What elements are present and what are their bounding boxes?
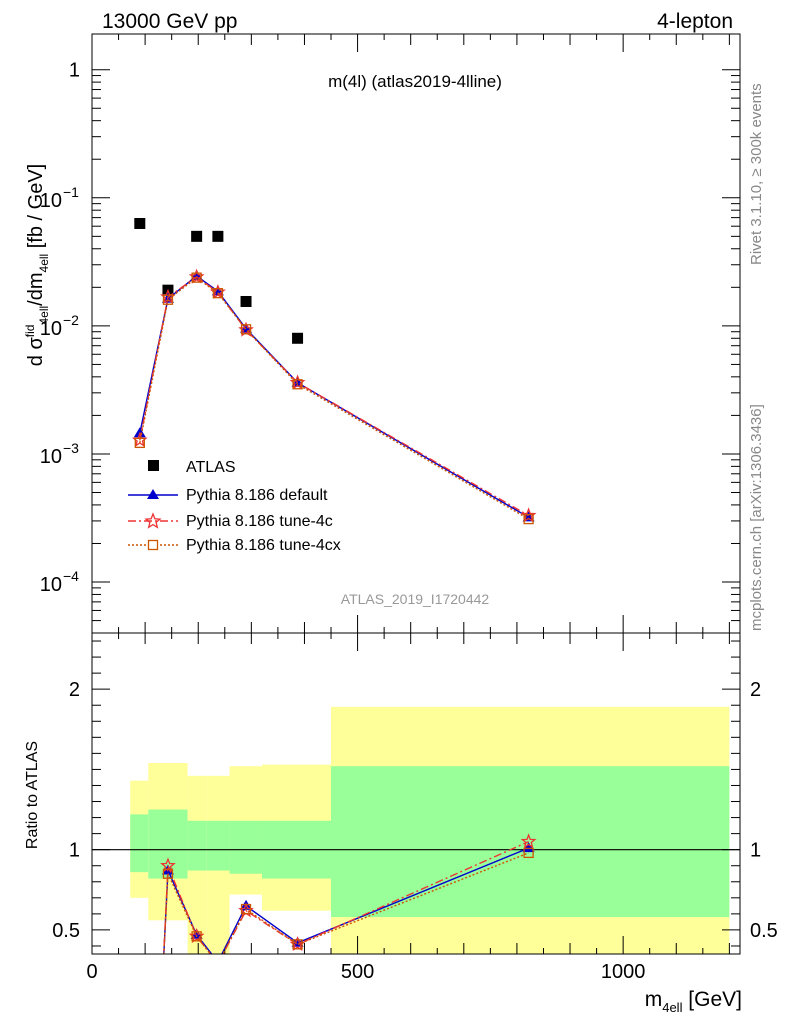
- y-tick-label: 10: [40, 446, 62, 468]
- y-tick-label-exponent: −1: [63, 184, 79, 200]
- data-point-pythia-8-186-tune-4cx: [191, 272, 202, 283]
- ratio-point-pythia-8-186-default: [522, 842, 535, 853]
- ratio-y-tick-label-left: 0.5: [52, 920, 80, 942]
- ratio-point-pythia-8-186-tune-4c: [160, 857, 176, 873]
- chart-title: m(4l) (atlas2019-4lline): [328, 72, 502, 91]
- y-tick-label-exponent: −3: [63, 440, 79, 456]
- data-point-pythia-8-186-tune-4cx: [134, 437, 145, 449]
- ratio-point-pythia-8-186-tune-4cx: [523, 847, 534, 859]
- x-label-part-c: [GeV]: [682, 988, 742, 1011]
- legend-item-default: Pythia 8.186 default: [128, 487, 328, 504]
- data-point-atlas: [134, 217, 146, 229]
- uncertainty-band-inner: [331, 766, 730, 918]
- legend-label-tune-4c: Pythia 8.186 tune-4c: [186, 513, 333, 530]
- ratio-point-pythia-8-186-tune-4c: [520, 833, 537, 849]
- ratio-y-tick-label-left: 2: [69, 679, 80, 701]
- ratio-point-pythia-8-186-tune-4cx: [162, 868, 174, 879]
- ratio-point-pythia-8-186-tune-4cx: [191, 931, 202, 942]
- uncertainty-band-inner: [187, 820, 207, 871]
- ratio-line-pythia-8-186-tune-4cx: [163, 852, 529, 954]
- legend-marker-tune-4c: [144, 512, 162, 529]
- uncertainty-band-inner: [206, 820, 230, 871]
- legend-label-tune-4cx: Pythia 8.186 tune-4cx: [186, 537, 341, 554]
- analysis-id-label: ATLAS_2019_I1720442: [341, 591, 490, 607]
- header-right-label: 4-lepton: [657, 10, 733, 33]
- ratio-point-pythia-8-186-tune-4cx: [292, 939, 303, 950]
- top-series-layer: [131, 217, 537, 525]
- y-label-part-f: [fb / GeV]: [25, 164, 47, 254]
- series-line-pythia-8-186-tune-4c: [139, 276, 529, 517]
- y-tick-label-exponent: −2: [63, 312, 79, 328]
- ratio-panel-frame: [91, 632, 741, 955]
- legend-item-tune-4c: Pythia 8.186 tune-4c: [128, 512, 333, 530]
- legend-item-tune-4cx: Pythia 8.186 tune-4cx: [128, 537, 341, 554]
- ratio-uncertainty-bands: [130, 706, 730, 954]
- ratio-series-layer: [160, 833, 537, 954]
- legend-label-default: Pythia 8.186 default: [186, 487, 328, 504]
- x-label-part-a: m: [645, 988, 663, 1011]
- legend: ATLAS Pythia 8.186 default Pythia 8.186 …: [128, 459, 341, 554]
- series-line-pythia-8-186-tune-4cx: [139, 276, 529, 520]
- top-axis-ticks: [91, 34, 740, 634]
- uncertainty-band-inner: [130, 814, 149, 873]
- y-label-part-d: /dm: [25, 272, 47, 305]
- ratio-tick-labels: 0.5 0.5 1 1 2 2 0 500 1000: [52, 679, 778, 983]
- ratio-x-tick-label: 0: [86, 961, 97, 983]
- y-tick-label: 1: [69, 60, 80, 82]
- y-label-part-b: fid: [23, 325, 37, 338]
- uncertainty-band-outer: [206, 775, 230, 954]
- data-point-pythia-8-186-tune-4cx: [292, 379, 303, 390]
- legend-marker-atlas: [148, 460, 159, 471]
- ratio-y-tick-label-right: 0.5: [750, 920, 778, 942]
- data-point-pythia-8-186-tune-4cx: [240, 324, 252, 335]
- y-label-part-a: d σ: [25, 337, 47, 367]
- legend-label-atlas: ATLAS: [186, 459, 236, 476]
- ratio-point-pythia-8-186-tune-4cx: [240, 903, 252, 915]
- main-y-axis-label: d σfid4ell/dm4ell [fb / GeV]: [23, 164, 51, 366]
- y-label-part-e: 4ell: [37, 254, 51, 273]
- ratio-x-tick-label: 500: [341, 961, 374, 983]
- ratio-line-pythia-8-186-tune-4c: [163, 840, 529, 954]
- ratio-y-tick-label-left: 1: [69, 840, 80, 862]
- legend-item-atlas: ATLAS: [148, 459, 236, 476]
- main-panel: 110−110−210−310−4 m(4l) (atlas2019-4llin…: [23, 33, 741, 634]
- y-label-part-c: 4ell: [37, 306, 51, 325]
- data-point-atlas: [212, 230, 224, 242]
- mcplots-label: mcplots.cern.ch [arXiv:1306.3436]: [748, 404, 765, 631]
- series-line-pythia-8-186-default: [139, 275, 529, 518]
- uncertainty-band-outer: [187, 775, 207, 954]
- rivet-version-label: Rivet 3.1.10, ≥ 300k events: [748, 83, 765, 265]
- ratio-y-tick-label-right: 2: [750, 679, 761, 701]
- ratio-y-axis-label: Ratio to ATLAS: [24, 741, 41, 849]
- y-tick-label: 10: [40, 318, 62, 340]
- ratio-x-axis-label: m4ell [GeV]: [645, 988, 742, 1015]
- data-point-atlas: [292, 332, 304, 344]
- data-point-atlas: [191, 230, 203, 242]
- data-point-pythia-8-186-tune-4cx: [523, 513, 534, 525]
- ratio-x-tick-label: 1000: [601, 961, 646, 983]
- data-point-pythia-8-186-tune-4cx: [212, 288, 224, 299]
- uncertainty-band-inner: [229, 820, 262, 874]
- legend-marker-default: [147, 489, 159, 499]
- data-point-atlas: [240, 295, 252, 307]
- top-y-tick-labels: 110−110−210−310−4: [40, 60, 80, 596]
- y-tick-label: 10: [40, 574, 62, 596]
- header-left-label: 13000 GeV pp: [102, 10, 237, 33]
- y-tick-label-exponent: −4: [63, 568, 79, 584]
- data-point-pythia-8-186-tune-4cx: [162, 294, 174, 305]
- ratio-y-tick-label-right: 1: [750, 840, 761, 862]
- legend-marker-tune-4cx: [147, 539, 159, 551]
- ratio-panel: 0.5 0.5 1 1 2 2 0 500 1000 Ratio to ATLAS m4ell …: [24, 632, 778, 1015]
- y-tick-label: 10: [40, 190, 62, 212]
- x-label-part-b: 4ell: [662, 1000, 682, 1015]
